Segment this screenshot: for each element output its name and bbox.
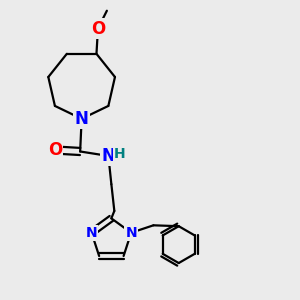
Text: H: H — [114, 147, 125, 160]
Text: N: N — [101, 147, 115, 165]
Text: N: N — [125, 226, 137, 240]
Text: N: N — [75, 110, 88, 128]
Text: N: N — [86, 226, 98, 240]
Text: O: O — [48, 141, 62, 159]
Text: O: O — [91, 20, 105, 38]
